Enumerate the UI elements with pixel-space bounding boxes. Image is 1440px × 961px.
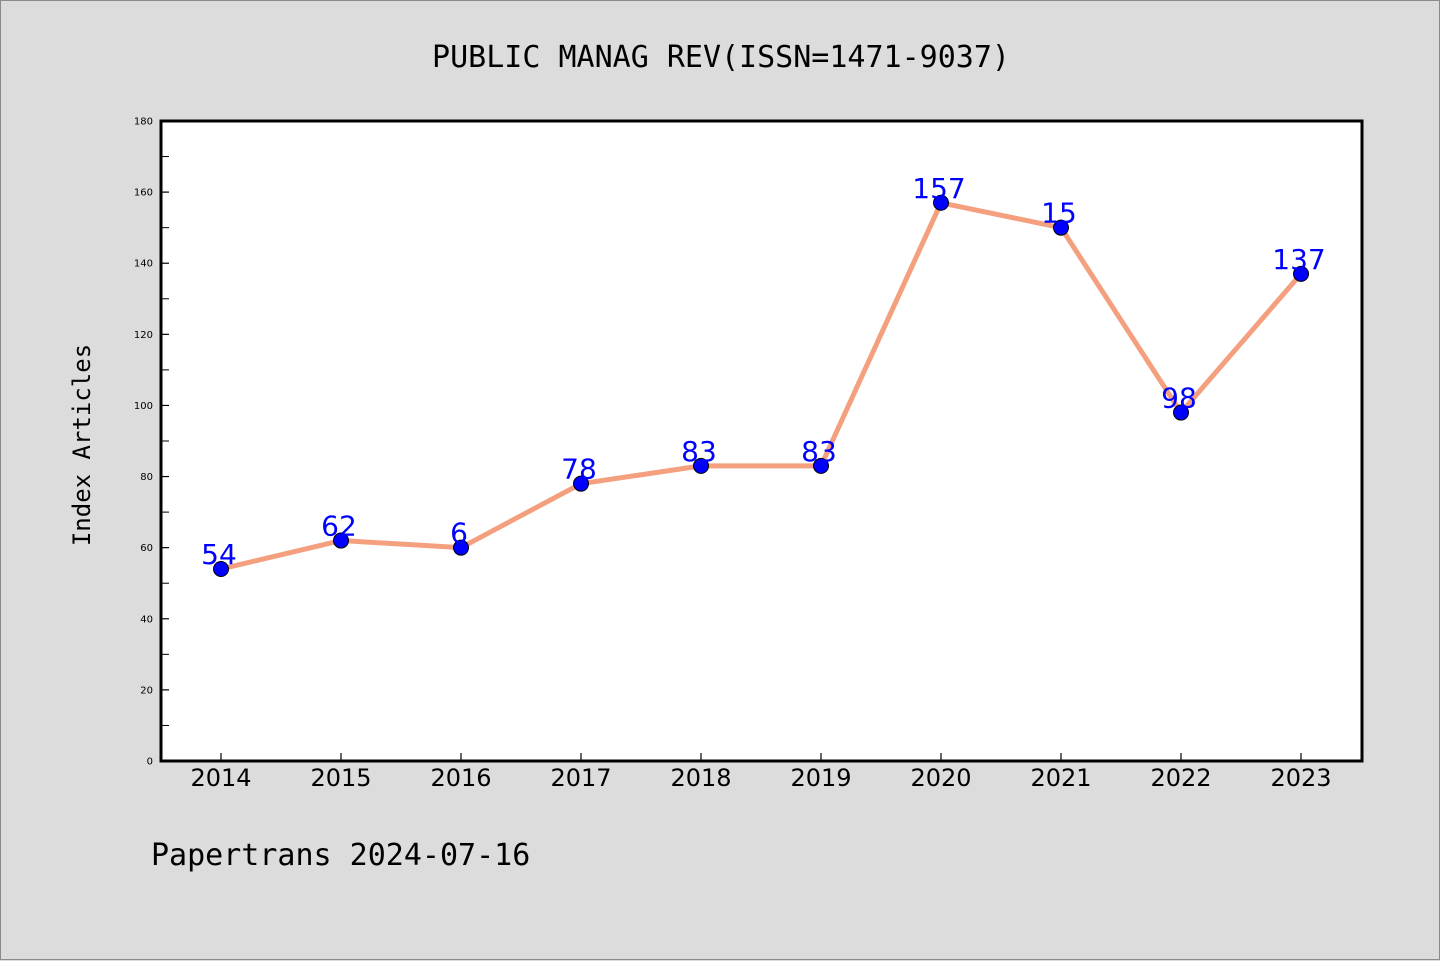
y-tick-label: 40 <box>140 614 153 625</box>
x-tick-label: 2015 <box>310 764 371 792</box>
x-tick-label: 2019 <box>790 764 851 792</box>
x-axis-ticks: 2014 2015 2016 2017 2018 2019 2020 2021 2022 2023 <box>190 753 1332 792</box>
y-tick-label: 160 <box>134 188 153 199</box>
x-tick-label: 2014 <box>190 764 251 792</box>
data-point <box>813 457 829 474</box>
data-point <box>333 532 349 549</box>
y-tick-label: 60 <box>140 543 153 554</box>
data-label: 6 <box>450 517 468 550</box>
data-point <box>453 539 469 556</box>
data-label: 137 <box>1272 243 1325 276</box>
x-tick-label: 2018 <box>670 764 731 792</box>
data-point <box>933 194 949 211</box>
data-label: 62 <box>321 510 357 543</box>
x-tick-label: 2021 <box>1030 764 1091 792</box>
y-tick-label: 120 <box>134 330 153 341</box>
data-points <box>213 194 1309 577</box>
x-tick-label: 2022 <box>1150 764 1211 792</box>
data-label: 98 <box>1161 382 1197 415</box>
y-axis-label: Index Articles <box>68 344 96 546</box>
x-tick-label: 2020 <box>910 764 971 792</box>
series-line-group <box>218 200 1304 572</box>
data-label: 83 <box>681 435 717 468</box>
y-tick-label: 100 <box>134 401 153 412</box>
data-labels: 54 62 6 78 83 83 157 15 98 137 <box>201 172 1326 571</box>
plot-frame <box>159 119 1364 763</box>
data-label: 15 <box>1041 197 1077 230</box>
y-tick-label: 180 <box>134 117 153 128</box>
data-label: 157 <box>912 172 965 205</box>
data-point <box>1173 404 1189 421</box>
y-tick-label: 140 <box>134 259 153 270</box>
data-label: 78 <box>561 453 597 486</box>
plot-area <box>161 121 1362 761</box>
data-point <box>693 457 709 474</box>
data-point <box>573 475 589 492</box>
series-line <box>218 200 1304 572</box>
data-label: 54 <box>201 538 237 571</box>
x-tick-label: 2016 <box>430 764 491 792</box>
data-label: 83 <box>801 435 837 468</box>
y-tick-label: 80 <box>140 472 153 483</box>
data-point <box>213 561 229 577</box>
data-point <box>1053 219 1069 236</box>
y-tick-label: 0 <box>147 757 153 768</box>
data-point <box>1293 265 1309 282</box>
y-tick-label: 20 <box>140 685 153 696</box>
x-tick-label: 2017 <box>550 764 611 792</box>
source-footer: Papertrans 2024-07-16 <box>151 838 530 873</box>
chart-title: PUBLIC MANAG REV(ISSN=1471-9037) <box>432 40 1010 75</box>
x-tick-label: 2023 <box>1270 764 1331 792</box>
y-axis-ticks: 0 20 40 60 80 100 120 140 160 180 <box>134 117 169 768</box>
